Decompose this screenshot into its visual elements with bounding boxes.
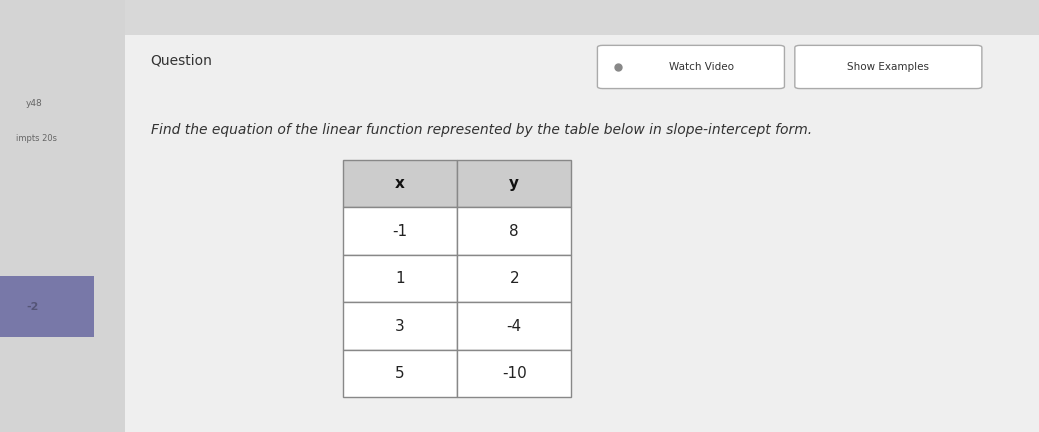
Text: -10: -10 [502, 366, 527, 381]
FancyBboxPatch shape [795, 45, 982, 89]
Bar [457, 302, 571, 350]
Text: 1: 1 [395, 271, 405, 286]
Text: -4: -4 [507, 319, 522, 334]
Text: -2: -2 [26, 302, 38, 312]
Bar [457, 350, 571, 397]
Text: Find the equation of the linear function represented by the table below in slope: Find the equation of the linear function… [151, 123, 811, 137]
Text: Watch Video: Watch Video [669, 62, 734, 72]
Bar [125, 0, 1039, 432]
Text: Show Examples: Show Examples [848, 62, 929, 72]
Text: x: x [395, 176, 405, 191]
FancyBboxPatch shape [597, 45, 784, 89]
Bar [343, 160, 457, 207]
Text: impts 20s: impts 20s [16, 134, 56, 143]
Bar [0, 0, 125, 432]
Bar [343, 255, 457, 302]
Text: 5: 5 [395, 366, 405, 381]
Bar [457, 207, 571, 255]
Text: -1: -1 [393, 224, 407, 238]
Bar [0, 276, 94, 337]
Bar [125, 0, 1039, 35]
Text: y48: y48 [26, 99, 43, 108]
Text: 2: 2 [509, 271, 520, 286]
Text: Question: Question [151, 54, 213, 67]
Bar [457, 255, 571, 302]
Text: 8: 8 [509, 224, 520, 238]
Bar [343, 207, 457, 255]
Bar [343, 350, 457, 397]
Text: y: y [509, 176, 520, 191]
Bar [457, 160, 571, 207]
Bar [343, 302, 457, 350]
Text: 3: 3 [395, 319, 405, 334]
